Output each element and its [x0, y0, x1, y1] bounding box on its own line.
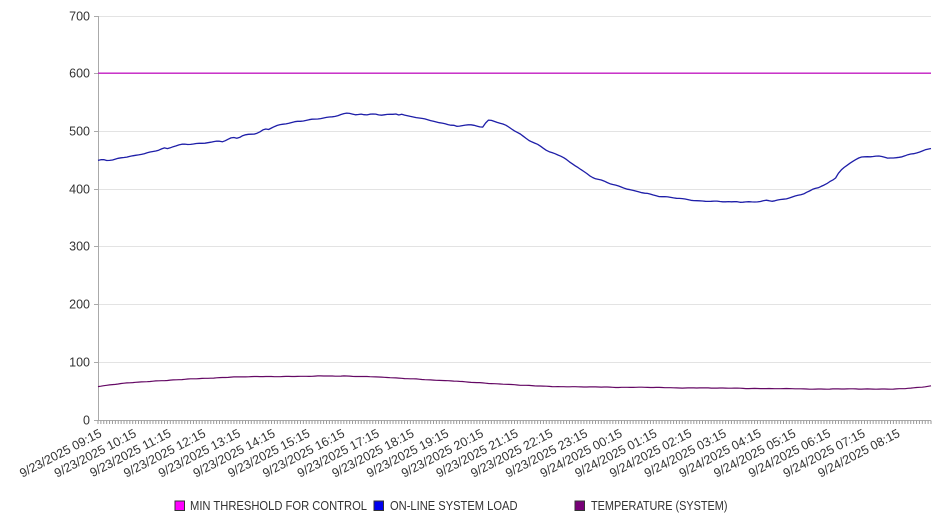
svg-text:100: 100: [69, 356, 90, 370]
svg-text:200: 200: [69, 298, 90, 312]
svg-text:TEMPERATURE (SYSTEM): TEMPERATURE (SYSTEM): [591, 499, 728, 513]
svg-text:300: 300: [69, 240, 90, 254]
svg-text:0: 0: [83, 414, 90, 428]
svg-text:600: 600: [69, 67, 90, 81]
svg-text:ON-LINE SYSTEM LOAD: ON-LINE SYSTEM LOAD: [390, 499, 518, 513]
svg-text:400: 400: [69, 183, 90, 197]
svg-text:MIN THRESHOLD FOR CONTROL: MIN THRESHOLD FOR CONTROL: [190, 499, 367, 513]
svg-text:700: 700: [69, 10, 90, 24]
svg-text:500: 500: [69, 125, 90, 139]
